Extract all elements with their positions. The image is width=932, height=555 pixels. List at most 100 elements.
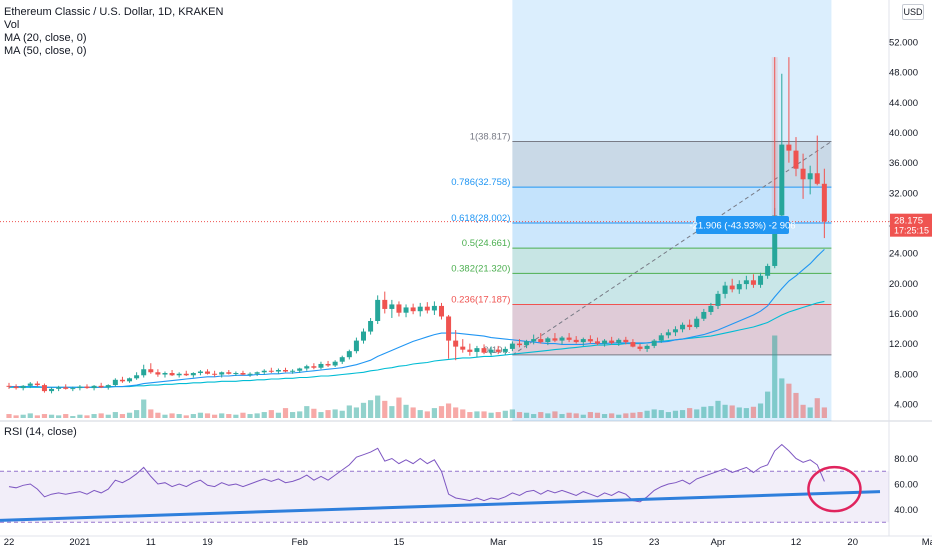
- candle-body: [545, 338, 551, 343]
- legend-volume[interactable]: Vol: [4, 19, 20, 31]
- volume-bar: [346, 405, 352, 418]
- chart-title[interactable]: Ethereum Classic / U.S. Dollar, 1D, KRAK…: [4, 6, 224, 18]
- candle-body: [183, 373, 189, 376]
- candle-body: [6, 385, 12, 387]
- time-tick-label: 20: [847, 537, 858, 548]
- volume-bar: [467, 412, 473, 418]
- fibonacci-retracement[interactable]: 1(38.817) 0.786(32.758) 0.618(28.002) 0.5(2…: [451, 0, 832, 421]
- volume-bar: [800, 404, 806, 418]
- last-price-value: 28.175: [894, 216, 923, 227]
- candle-body: [375, 299, 381, 321]
- time-tick-label: 19: [202, 537, 213, 548]
- time-tick-label: 12: [791, 537, 802, 548]
- candle-body: [467, 349, 473, 352]
- candle-body: [460, 346, 466, 350]
- candle-body: [403, 307, 409, 313]
- volume-bar: [743, 408, 749, 418]
- candle-body: [261, 370, 267, 373]
- candle-body: [758, 275, 764, 285]
- volume-bar: [715, 400, 721, 418]
- candle-body: [438, 305, 444, 317]
- volume-bar: [56, 415, 62, 418]
- background-layer: [0, 0, 932, 537]
- fib-level-label: 0.382(21.320): [451, 263, 510, 274]
- volume-bar: [651, 409, 657, 418]
- candle-body: [41, 385, 47, 392]
- fib-level-label: 0.5(24.661): [462, 238, 511, 249]
- volume-bar: [375, 395, 381, 418]
- volume-bar: [609, 413, 615, 418]
- volume-bar: [474, 411, 480, 418]
- last-price-tag: [890, 213, 932, 237]
- rsi-highlight-circle: [807, 465, 862, 513]
- volume-bar: [587, 412, 593, 418]
- candle-countdown: 17:25:15: [894, 226, 929, 236]
- candle-body: [658, 335, 664, 341]
- candle-body: [346, 351, 352, 358]
- candle-body: [651, 340, 657, 346]
- time-tick-label: 23: [649, 537, 660, 548]
- candle-body: [268, 370, 274, 372]
- candle-body: [609, 340, 615, 343]
- fib-band: [512, 141, 832, 188]
- legend-ma50[interactable]: MA (50, close, 0): [4, 45, 87, 57]
- candle-body: [701, 311, 707, 319]
- candle-body: [254, 372, 260, 374]
- volume-bar: [63, 414, 69, 418]
- drawings[interactable]: -21.906 (-43.93%) -2 906: [0, 57, 889, 234]
- time-tick-label: Mar: [490, 537, 506, 548]
- volume-bar: [27, 413, 33, 418]
- candle-body: [205, 371, 211, 374]
- price-tick-label: 20.000: [889, 279, 918, 290]
- volume-bar: [807, 407, 813, 418]
- volume-bar: [290, 412, 296, 418]
- candle-body: [594, 341, 600, 344]
- volume-bar: [325, 410, 331, 418]
- legend-ma20[interactable]: MA (20, close, 0): [4, 32, 87, 44]
- volume-bar: [148, 409, 154, 418]
- price-tick-label: 36.000: [889, 158, 918, 169]
- candle-body: [13, 386, 19, 389]
- volume-bar: [212, 414, 218, 418]
- legend-rsi[interactable]: RSI (14, close): [4, 426, 77, 438]
- volume-bar: [318, 412, 324, 418]
- volume-bar: [495, 412, 501, 418]
- candle-body: [219, 372, 225, 375]
- volume-bar: [552, 411, 558, 418]
- measure-label: -21.906 (-43.93%) -2 906: [689, 221, 795, 232]
- volume-bar: [729, 405, 735, 418]
- volume-bar: [339, 410, 345, 418]
- time-tick-label: Feb: [292, 537, 308, 548]
- volume-bar: [616, 414, 622, 418]
- currency-button[interactable]: USD: [902, 4, 924, 20]
- candle-body: [446, 316, 452, 341]
- candle-body: [793, 150, 799, 169]
- volume-bar: [594, 412, 601, 418]
- volume-bar: [793, 392, 799, 418]
- volume-bar: [531, 414, 537, 418]
- volume-bar: [736, 407, 742, 418]
- volume-bar: [694, 409, 700, 418]
- ma20-line: [9, 249, 825, 388]
- candle-body: [481, 348, 487, 353]
- volume-bar: [750, 406, 757, 418]
- candle-body: [736, 284, 742, 290]
- volume-bar: [410, 407, 416, 418]
- volume-bar: [460, 409, 466, 418]
- candle-body: [283, 370, 289, 372]
- candle-body: [49, 388, 55, 392]
- fib-level-label: 0.618(28.002): [451, 213, 510, 224]
- price-tick-label: 44.000: [889, 98, 918, 109]
- volume-bar: [389, 406, 395, 418]
- candle-body: [98, 385, 104, 388]
- candle-body: [552, 338, 558, 341]
- candle-body: [339, 357, 345, 362]
- volume-bar: [141, 399, 147, 418]
- candle-body: [148, 369, 154, 373]
- candle-body: [807, 173, 813, 180]
- candle-body: [34, 383, 40, 386]
- volume-bar: [687, 408, 693, 418]
- fib-band: [512, 304, 832, 355]
- volume-bar: [204, 413, 211, 418]
